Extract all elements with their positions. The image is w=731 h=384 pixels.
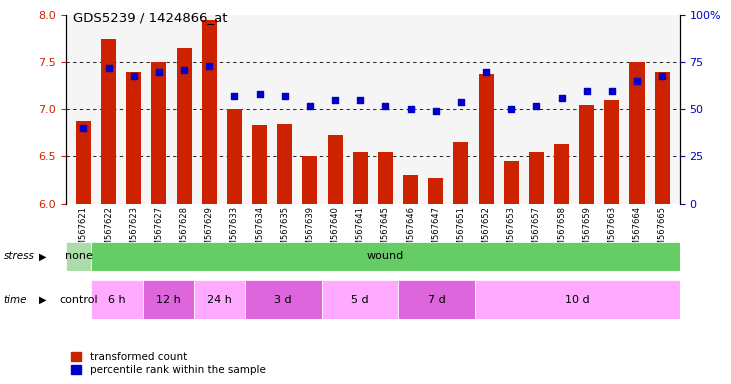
Bar <box>403 175 418 204</box>
Bar <box>151 62 167 204</box>
Point <box>455 99 466 105</box>
Bar <box>101 39 116 204</box>
Text: stress: stress <box>4 251 34 262</box>
Point <box>631 78 643 84</box>
Bar <box>605 100 619 204</box>
Bar <box>322 280 398 319</box>
Point <box>531 103 542 109</box>
Point <box>505 106 517 113</box>
Text: control: control <box>59 295 98 305</box>
Bar <box>194 280 245 319</box>
Bar <box>202 20 217 204</box>
Text: ▶: ▶ <box>39 295 46 305</box>
Point <box>480 69 492 75</box>
Bar <box>579 105 594 204</box>
Point <box>430 108 442 114</box>
Point <box>379 103 391 109</box>
Bar <box>143 280 194 319</box>
Point <box>153 69 164 75</box>
Point <box>405 106 417 113</box>
Bar <box>227 109 242 204</box>
Text: ▶: ▶ <box>39 251 46 262</box>
Text: time: time <box>4 295 27 305</box>
Bar <box>529 152 544 204</box>
Bar <box>303 157 317 204</box>
Text: 24 h: 24 h <box>207 295 232 305</box>
Text: 7 d: 7 d <box>428 295 446 305</box>
Point <box>77 125 89 131</box>
Point <box>606 88 618 94</box>
Text: 12 h: 12 h <box>156 295 181 305</box>
Point <box>355 97 366 103</box>
Legend: transformed count, percentile rank within the sample: transformed count, percentile rank withi… <box>71 352 265 375</box>
Point <box>279 93 291 99</box>
Point <box>254 91 265 98</box>
Bar <box>504 161 519 204</box>
Bar <box>479 74 493 204</box>
Bar <box>398 280 475 319</box>
Text: 6 h: 6 h <box>108 295 126 305</box>
Text: none: none <box>64 251 93 262</box>
Bar <box>277 124 292 204</box>
Bar <box>453 142 469 204</box>
Bar <box>245 280 322 319</box>
Text: GDS5239 / 1424866_at: GDS5239 / 1424866_at <box>73 12 227 25</box>
Bar <box>126 72 141 204</box>
Bar <box>352 152 368 204</box>
Bar <box>327 135 343 204</box>
Point <box>178 67 190 73</box>
Bar <box>66 280 91 319</box>
Text: 3 d: 3 d <box>274 295 292 305</box>
Bar <box>176 48 192 204</box>
Bar <box>76 121 91 204</box>
Point <box>656 73 668 79</box>
Point <box>128 73 140 79</box>
Bar <box>655 72 670 204</box>
Text: wound: wound <box>367 251 404 262</box>
Point <box>329 97 341 103</box>
Point <box>304 103 316 109</box>
Bar <box>629 62 645 204</box>
Bar <box>475 280 680 319</box>
Text: 10 d: 10 d <box>565 295 590 305</box>
Point <box>556 95 567 101</box>
Bar <box>554 144 569 204</box>
Bar <box>428 178 443 204</box>
Bar <box>378 152 393 204</box>
Bar <box>66 242 91 271</box>
Text: 5 d: 5 d <box>351 295 369 305</box>
Bar <box>91 280 143 319</box>
Point <box>203 63 215 69</box>
Point <box>581 88 593 94</box>
Point <box>229 93 240 99</box>
Bar <box>252 126 267 204</box>
Point <box>103 65 115 71</box>
